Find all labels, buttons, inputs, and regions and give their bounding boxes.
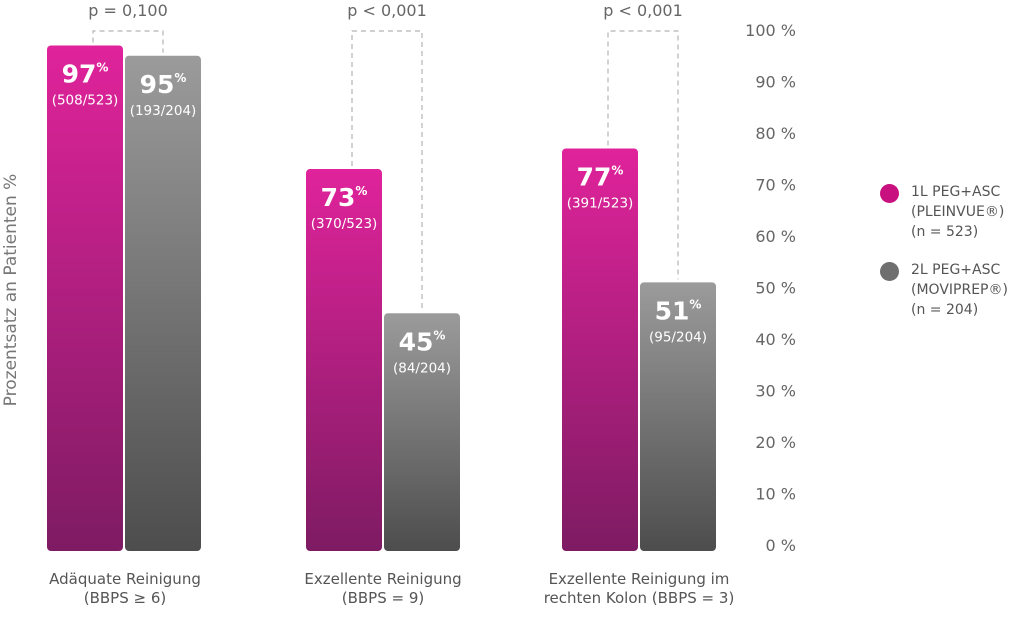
y-tick-label: 40 % (755, 330, 796, 349)
p-value-bracket (92, 30, 164, 53)
bar-moviprep (125, 55, 201, 551)
legend-label-line: 1L PEG+ASC (911, 184, 1001, 200)
bar-moviprep (640, 282, 716, 551)
y-tick-label: 90 % (755, 73, 796, 92)
bar-pleinvue (562, 148, 638, 551)
bar-value-label: 45% (399, 327, 446, 356)
bar-count-label: (84/204) (393, 360, 451, 376)
y-axis-label: Prozentsatz an Patienten % (1, 173, 21, 407)
y-tick-label: 60 % (755, 227, 796, 246)
category-label-adequate: Adäquate Reinigung (BBPS ≥ 6) (49, 570, 201, 607)
legend: 1L PEG+ASC (PLEINVUE®) (n = 523) 2L PEG+… (880, 182, 1008, 338)
p-value-label: p = 0,100 (88, 1, 168, 20)
legend-label-line: (MOVIPREP®) (911, 282, 1008, 298)
legend-label-line: (n = 523) (911, 224, 979, 240)
bar-count-label: (391/523) (567, 195, 634, 211)
bar-value-label: 95% (140, 70, 187, 99)
p-value-bracket (351, 30, 423, 311)
legend-marker-moviprep (880, 262, 899, 281)
bar-moviprep (384, 313, 460, 551)
bar-count-label: (95/204) (649, 329, 707, 345)
legend-item-pleinvue: 1L PEG+ASC (PLEINVUE®) (n = 523) (880, 182, 1008, 242)
legend-label-line: (PLEINVUE®) (911, 204, 1005, 220)
legend-label-line: 2L PEG+ASC (911, 262, 1001, 278)
category-label-excellent-right-colon: Exzellente Reinigung im rechten Kolon (B… (543, 570, 735, 607)
y-tick-label: 80 % (755, 124, 796, 143)
bar-value-label: 51% (655, 296, 702, 325)
p-value-label: p < 0,001 (603, 1, 683, 20)
bars: 97% (508/523) 95% (193/204) 73% (370/523) 45% (… (47, 45, 716, 552)
p-value-brackets: p = 0,100 p < 0,001 p < 0,001 (88, 1, 683, 311)
category-label-excellent: Exzellente Reinigung (BBPS = 9) (304, 570, 462, 607)
legend-marker-pleinvue (880, 184, 899, 203)
y-tick-label: 50 % (755, 279, 796, 298)
y-tick-label: 100 % (745, 21, 796, 40)
bar-pleinvue (306, 169, 382, 552)
bar-value-label: 97% (62, 59, 109, 88)
bar-count-label: (508/523) (52, 92, 119, 108)
bar-value-label: 77% (577, 162, 624, 191)
bar-pleinvue (47, 45, 123, 551)
y-tick-label: 20 % (755, 433, 796, 452)
legend-label-line: (n = 204) (911, 302, 979, 318)
y-axis-ticks: 0 % 10 % 20 % 30 % 40 % 50 % 60 % 70 % 80 % 90 % 1… (745, 21, 796, 555)
y-tick-label: 10 % (755, 485, 796, 504)
y-tick-label: 70 % (755, 176, 796, 195)
y-tick-label: 0 % (766, 536, 796, 555)
bar-count-label: (193/204) (130, 103, 197, 119)
y-tick-label: 30 % (755, 382, 796, 401)
p-value-bracket (607, 30, 679, 280)
bar-value-label: 73% (321, 183, 368, 212)
bar-count-label: (370/523) (311, 216, 378, 232)
legend-item-moviprep: 2L PEG+ASC (MOVIPREP®) (n = 204) (880, 260, 1008, 320)
p-value-label: p < 0,001 (347, 1, 427, 20)
